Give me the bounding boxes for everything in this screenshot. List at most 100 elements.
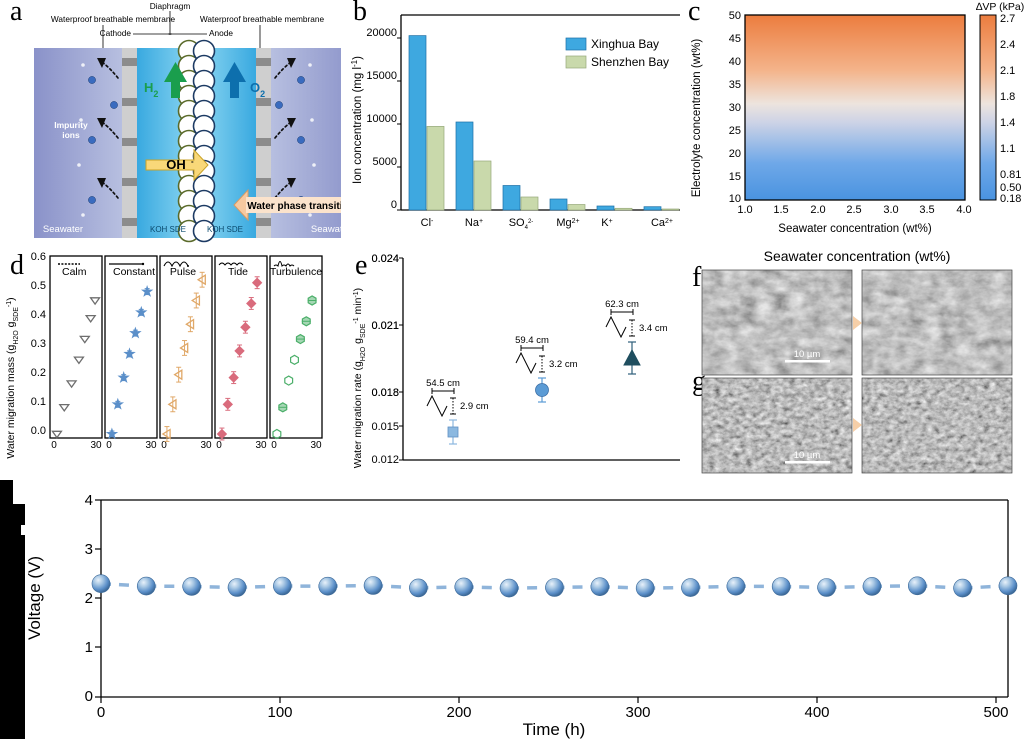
svg-text:Water migration mass (gH2O gSD: Water migration mass (gH2O gSDE-1) — [5, 297, 20, 458]
svg-text:4.0: 4.0 — [956, 204, 971, 216]
svg-text:0: 0 — [97, 704, 105, 721]
svg-text:K+: K+ — [601, 217, 612, 229]
svg-text:Tide: Tide — [228, 266, 248, 278]
svg-text:KOH SDE: KOH SDE — [150, 225, 186, 234]
svg-text:Shenzhen Bay: Shenzhen Bay — [591, 55, 669, 69]
svg-text:OH: OH — [166, 157, 186, 172]
svg-text:1.0: 1.0 — [737, 204, 752, 216]
svg-text:-: - — [191, 157, 194, 166]
svg-text:3.5: 3.5 — [919, 204, 934, 216]
svg-text:0.18: 0.18 — [1000, 193, 1021, 205]
svg-text:Calm: Calm — [62, 266, 87, 278]
svg-text:Na+: Na+ — [465, 217, 483, 229]
svg-text:0.018: 0.018 — [371, 387, 399, 399]
svg-text:ions: ions — [62, 130, 80, 140]
svg-text:500: 500 — [983, 704, 1008, 721]
svg-text:300: 300 — [625, 704, 650, 721]
svg-text:0.5: 0.5 — [31, 280, 46, 292]
svg-text:0.6: 0.6 — [31, 251, 46, 263]
svg-text:1: 1 — [85, 639, 93, 656]
svg-text:Seawater concentration (wt%): Seawater concentration (wt%) — [778, 223, 932, 235]
svg-text:3.2 cm: 3.2 cm — [549, 359, 578, 370]
svg-text:0: 0 — [391, 199, 397, 211]
svg-text:0.2: 0.2 — [31, 367, 46, 379]
svg-text:2.9 cm: 2.9 cm — [460, 401, 489, 412]
svg-text:30: 30 — [310, 440, 322, 451]
svg-text:Water phase transition: Water phase transition — [247, 201, 341, 212]
svg-text:KOH SDE: KOH SDE — [207, 225, 243, 234]
svg-text:2.0: 2.0 — [810, 204, 825, 216]
svg-text:0.3: 0.3 — [31, 338, 46, 350]
svg-text:2.4: 2.4 — [1000, 39, 1015, 51]
svg-text:Electrolyte concentration (wt%: Electrolyte concentration (wt%) — [691, 39, 703, 198]
svg-text:Mg2+: Mg2+ — [556, 217, 579, 229]
svg-text:30: 30 — [145, 440, 157, 451]
svg-text:2: 2 — [85, 590, 93, 607]
svg-text:59.4 cm: 59.4 cm — [515, 335, 549, 346]
svg-text:10000: 10000 — [366, 113, 397, 125]
svg-text:1.1: 1.1 — [1000, 143, 1015, 155]
svg-text:3.4 cm: 3.4 cm — [639, 323, 668, 334]
svg-text:5000: 5000 — [373, 156, 397, 168]
svg-text:0: 0 — [216, 440, 222, 451]
svg-text:2.7: 2.7 — [1000, 13, 1015, 25]
svg-text:1.8: 1.8 — [1000, 91, 1015, 103]
svg-text:54.5 cm: 54.5 cm — [426, 378, 460, 389]
svg-text:Seawater: Seawater — [43, 224, 83, 235]
svg-text:1.4: 1.4 — [1000, 117, 1015, 129]
svg-text:3.0: 3.0 — [883, 204, 898, 216]
svg-text:Waterproof breathable membrane: Waterproof breathable membrane — [51, 14, 176, 24]
svg-text:SO42-: SO42- — [509, 217, 534, 231]
svg-text:Ca2+: Ca2+ — [651, 217, 673, 229]
svg-text:40: 40 — [729, 56, 741, 68]
svg-text:Anode: Anode — [209, 28, 233, 38]
svg-text:4: 4 — [85, 492, 93, 509]
svg-text:15000: 15000 — [366, 70, 397, 82]
svg-text:Constant: Constant — [113, 266, 155, 278]
svg-text:Xinghua Bay: Xinghua Bay — [591, 37, 659, 51]
svg-text:Pulse: Pulse — [170, 266, 196, 278]
svg-text:0.012: 0.012 — [371, 454, 399, 466]
svg-text:15: 15 — [729, 171, 741, 183]
svg-text:1.5: 1.5 — [773, 204, 788, 216]
svg-text:Time (h): Time (h) — [523, 720, 586, 739]
svg-text:200: 200 — [446, 704, 471, 721]
svg-text:20000: 20000 — [366, 27, 397, 39]
svg-text:45: 45 — [729, 33, 741, 45]
svg-text:0: 0 — [106, 440, 112, 451]
svg-text:30: 30 — [90, 440, 102, 451]
svg-text:30: 30 — [200, 440, 212, 451]
svg-text:20: 20 — [729, 148, 741, 160]
svg-text:30: 30 — [255, 440, 267, 451]
svg-text:Cathode: Cathode — [100, 28, 132, 38]
svg-text:3: 3 — [85, 541, 93, 558]
svg-text:0: 0 — [51, 440, 57, 451]
svg-text:∆VP (kPa): ∆VP (kPa) — [976, 1, 1024, 13]
svg-text:25: 25 — [729, 125, 741, 137]
svg-text:2.1: 2.1 — [1000, 65, 1015, 77]
svg-text:35: 35 — [729, 79, 741, 91]
svg-text:Impurity: Impurity — [54, 120, 88, 130]
svg-text:Waterproof breathable membrane: Waterproof breathable membrane — [200, 14, 325, 24]
svg-text:Seawater: Seawater — [311, 224, 341, 235]
svg-text:0.021: 0.021 — [371, 320, 399, 332]
svg-text:0.4: 0.4 — [31, 309, 46, 321]
svg-text:Ion concentration (mg l-1): Ion concentration (mg l-1) — [350, 56, 365, 184]
svg-text:0.1: 0.1 — [31, 396, 46, 408]
svg-text:10 µm: 10 µm — [794, 450, 821, 461]
svg-text:0.024: 0.024 — [371, 253, 399, 265]
svg-text:10 µm: 10 µm — [794, 349, 821, 360]
svg-text:50: 50 — [729, 10, 741, 22]
svg-text:Cl-: Cl- — [421, 217, 434, 229]
svg-text:400: 400 — [804, 704, 829, 721]
svg-text:30: 30 — [729, 102, 741, 114]
svg-text:100: 100 — [267, 704, 292, 721]
svg-text:Voltage (V): Voltage (V) — [25, 556, 44, 640]
svg-text:Diaphragm: Diaphragm — [150, 1, 191, 11]
svg-text:2.5: 2.5 — [846, 204, 861, 216]
svg-text:Water migration rate (gH2O gSD: Water migration rate (gH2O gSDE-1 min-1) — [352, 288, 367, 468]
svg-text:0.015: 0.015 — [371, 421, 399, 433]
svg-text:Turbulence: Turbulence — [270, 266, 322, 278]
svg-text:62.3 cm: 62.3 cm — [605, 299, 639, 310]
svg-text:0.81: 0.81 — [1000, 169, 1021, 181]
